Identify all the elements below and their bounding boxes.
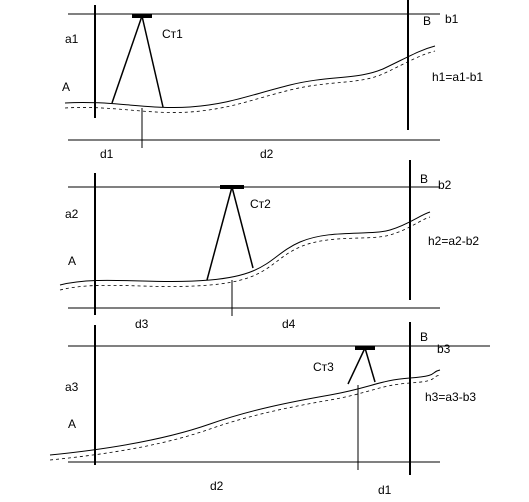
panel-1: a1 A Ст1 B b1 h1=a1-b1 d1 d2 <box>62 0 483 161</box>
distance-label: d2 <box>260 147 274 161</box>
tripod-leg <box>364 347 376 383</box>
tripod-leg <box>141 15 164 108</box>
ground-hatch <box>64 50 436 113</box>
ground-hatch <box>49 374 441 461</box>
formula: h2=a2-b2 <box>428 234 479 248</box>
ground <box>64 45 436 109</box>
point-label: A <box>62 80 70 94</box>
point-label: B <box>420 172 428 186</box>
tripod-leg <box>206 186 233 281</box>
ground-hatch <box>59 216 431 291</box>
station-label: Ст3 <box>313 360 334 374</box>
staff-reading: a3 <box>65 380 79 394</box>
tripod-leg <box>347 347 366 385</box>
distance-label: d1 <box>378 483 392 497</box>
tripod-leg <box>231 186 254 269</box>
point-label: A <box>68 417 76 431</box>
panel-2: a2 A Ст2 B b2 h2=a2-b2 d3 d4 <box>59 160 479 331</box>
ground <box>49 369 441 456</box>
staff-reading: a1 <box>65 32 79 46</box>
tripod-leg <box>111 15 143 104</box>
point-label: A <box>68 254 76 268</box>
ground <box>59 211 431 286</box>
station-label: Ст1 <box>162 27 183 41</box>
staff-reading: a2 <box>65 207 79 221</box>
staff-reading: b2 <box>438 178 452 192</box>
panel-3: a3 A Ст3 B b3 h3=a3-b3 d2 d1 <box>49 322 490 497</box>
distance-label: d4 <box>282 317 296 331</box>
distance-label: d1 <box>100 147 114 161</box>
distance-label: d2 <box>210 479 224 493</box>
staff-reading: b3 <box>437 342 451 356</box>
point-label: B <box>423 14 431 28</box>
distance-label: d3 <box>135 317 149 331</box>
staff-reading: b1 <box>445 12 459 26</box>
formula: h1=a1-b1 <box>432 70 483 84</box>
formula: h3=a3-b3 <box>425 390 476 404</box>
point-label: B <box>420 330 428 344</box>
station-label: Ст2 <box>250 197 271 211</box>
